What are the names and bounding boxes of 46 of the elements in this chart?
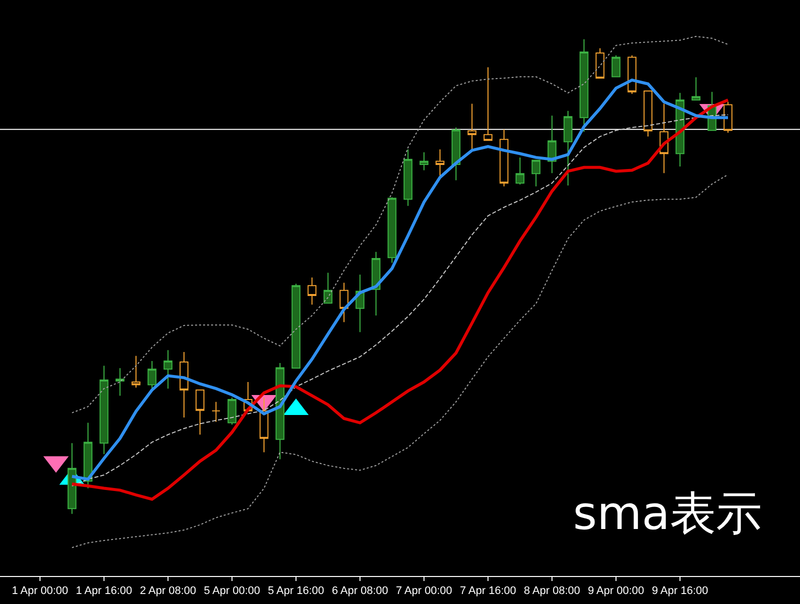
candlestick xyxy=(500,128,508,187)
x-tick-label: 7 Apr 16:00 xyxy=(460,585,516,598)
x-tick-label: 5 Apr 16:00 xyxy=(268,585,324,598)
candlestick xyxy=(516,156,524,185)
candlestick xyxy=(532,160,540,187)
candlestick xyxy=(228,397,236,426)
candlestick xyxy=(388,196,396,264)
candlestick xyxy=(84,422,92,489)
candlestick xyxy=(484,66,492,142)
candlestick xyxy=(644,90,652,138)
x-tick-label: 5 Apr 00:00 xyxy=(204,585,260,598)
candlestick xyxy=(468,103,476,150)
x-tick-label: 8 Apr 08:00 xyxy=(524,585,580,598)
candlestick xyxy=(564,110,572,186)
candlestick xyxy=(100,365,108,455)
candlestick xyxy=(148,360,156,391)
candlestick xyxy=(68,442,76,514)
x-tick-label: 9 Apr 00:00 xyxy=(588,585,644,598)
candlestick xyxy=(260,397,268,453)
candlestick xyxy=(132,355,140,388)
candlestick xyxy=(196,390,204,436)
x-tick-label: 9 Apr 16:00 xyxy=(652,585,708,598)
candlestick xyxy=(164,350,172,390)
candlestick xyxy=(580,38,588,132)
x-tick-label: 7 Apr 00:00 xyxy=(396,585,452,598)
candlestick xyxy=(404,148,412,206)
x-tick-label: 1 Apr 00:00 xyxy=(12,585,68,598)
candlestick xyxy=(724,101,732,134)
candlestick xyxy=(180,352,188,418)
candlestick xyxy=(324,272,332,304)
candlestick xyxy=(308,277,316,306)
annotation: sma表示 xyxy=(573,486,762,540)
candlestick xyxy=(212,401,220,422)
candlestick xyxy=(628,54,636,94)
candlestick xyxy=(596,48,604,79)
candlestick xyxy=(420,152,428,171)
candlestick xyxy=(116,368,124,396)
candlestick xyxy=(692,76,700,100)
candlestick xyxy=(452,127,460,181)
candlestick xyxy=(292,283,300,369)
x-tick-label: 6 Apr 08:00 xyxy=(332,585,388,598)
x-tick-label: 2 Apr 08:00 xyxy=(140,585,196,598)
candlestick xyxy=(436,148,444,177)
candlestick xyxy=(340,282,348,323)
candlestick xyxy=(612,54,620,78)
x-tick-label: 1 Apr 16:00 xyxy=(76,585,132,598)
